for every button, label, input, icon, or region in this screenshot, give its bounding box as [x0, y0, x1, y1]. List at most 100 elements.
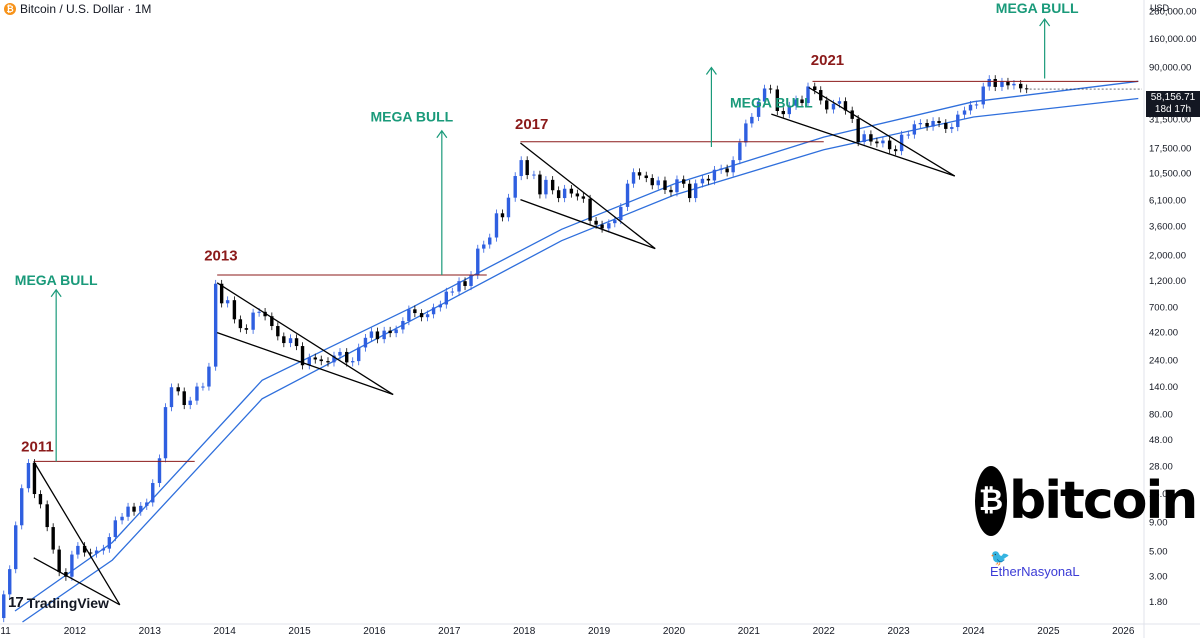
y-tick-label: 9.00	[1149, 517, 1168, 528]
candle-body	[588, 198, 592, 221]
triangle-trendline	[33, 557, 121, 606]
candle-body	[457, 281, 461, 292]
candle-body	[781, 110, 785, 115]
candle-body	[282, 336, 286, 344]
candle-body	[288, 338, 293, 344]
mega-bull-label: MEGA BULL	[371, 109, 454, 125]
candle-body	[856, 118, 860, 143]
candle-body	[1006, 81, 1010, 86]
candle-body	[407, 309, 411, 322]
y-tick-label: 80.00	[1149, 410, 1173, 421]
candle-body	[64, 572, 68, 577]
candle-body	[619, 206, 623, 221]
mega-bull-arrowhead	[1039, 17, 1051, 27]
mega-bull-arrowhead	[705, 66, 717, 75]
candle-body	[731, 160, 735, 173]
candle-body	[363, 337, 368, 348]
candle-body	[419, 313, 424, 318]
x-tick-label: 2017	[438, 626, 461, 637]
candle-body	[101, 548, 106, 551]
candle-body	[157, 458, 162, 484]
x-tick-label: 2016	[363, 626, 386, 637]
candle-body	[869, 134, 873, 142]
candle-body	[382, 330, 386, 340]
candle-body	[338, 351, 342, 356]
x-tick-label: 2015	[288, 626, 311, 637]
mega-bull-arrowhead	[436, 129, 448, 139]
candle-body	[687, 183, 692, 199]
candle-body	[1018, 83, 1023, 89]
candle-body	[538, 174, 542, 195]
y-tick-label: 700.00	[1149, 302, 1178, 313]
candle-body	[962, 110, 967, 115]
candle-body	[357, 347, 361, 362]
candle-body	[637, 172, 642, 176]
last-price-value: 58,156.71	[1150, 92, 1196, 103]
candle-body	[463, 281, 467, 286]
x-tick-label: 2021	[738, 626, 761, 637]
y-tick-label: 17,500.00	[1149, 143, 1191, 154]
candle-body	[875, 141, 879, 144]
y-tick-label: 31,500.00	[1149, 114, 1191, 125]
x-tick-label: 2025	[1037, 626, 1060, 637]
y-tick-label: 28.00	[1149, 461, 1173, 472]
candle-body	[631, 172, 636, 184]
tradingview-wordmark: TradingView	[26, 594, 109, 611]
candle-body	[151, 483, 155, 503]
candle-body	[113, 520, 118, 538]
candle-body	[26, 462, 31, 489]
tradingview-mark-icon: 17	[8, 594, 24, 611]
candle-body	[843, 101, 848, 111]
candle-body	[401, 321, 405, 330]
candle-body	[519, 160, 523, 177]
candle-body	[213, 283, 218, 367]
candle-body	[163, 407, 168, 459]
candle-body	[76, 545, 80, 555]
candle-body	[294, 338, 299, 347]
candle-body	[806, 86, 810, 104]
candle-body	[38, 494, 43, 505]
candle-body	[562, 188, 567, 199]
x-tick-label: 2020	[663, 626, 686, 637]
candle-body	[482, 244, 486, 249]
candle-body	[544, 179, 548, 195]
channel-line-lower	[22, 97, 1139, 623]
cycle-year-label: 2021	[811, 52, 844, 69]
candle-body	[139, 505, 143, 512]
mega-bull-label: MEGA BULL	[730, 95, 813, 111]
candle-body	[469, 274, 473, 286]
y-tick-label: 2,000.00	[1149, 251, 1186, 262]
candle-body	[500, 213, 505, 218]
y-tick-label: 420.00	[1149, 328, 1178, 339]
tradingview-logo[interactable]: 17 TradingView	[8, 594, 109, 611]
candle-body	[238, 319, 243, 329]
chart-title[interactable]: Bitcoin / U.S. Dollar · 1M	[20, 2, 152, 16]
candle-body	[201, 386, 205, 388]
bitcoin-icon: ₿	[4, 3, 16, 15]
candle-body	[244, 328, 249, 330]
channel-line-upper	[14, 80, 1139, 612]
candle-body	[893, 149, 898, 152]
mega-bull-label: MEGA BULL	[996, 0, 1079, 16]
candle-body	[176, 387, 180, 392]
candle-body	[794, 99, 798, 106]
candles-layer	[2, 75, 1029, 623]
candle-body	[207, 366, 211, 387]
candle-body	[581, 196, 586, 199]
candle-body	[607, 223, 611, 229]
candle-body	[887, 140, 892, 150]
currency-label[interactable]: USD	[1150, 3, 1170, 13]
x-tick-label: 2026	[1112, 626, 1135, 637]
candle-body	[88, 552, 93, 554]
y-tick-label: 3.00	[1149, 572, 1168, 583]
candle-body	[837, 101, 842, 104]
candle-body	[968, 104, 973, 111]
candle-body	[831, 103, 836, 110]
candle-body	[8, 569, 12, 595]
candle-body	[307, 357, 311, 366]
twitter-bird-icon: 🐦	[990, 550, 1010, 567]
candle-body	[700, 178, 705, 184]
candle-body	[251, 312, 255, 330]
candle-body	[663, 180, 667, 190]
